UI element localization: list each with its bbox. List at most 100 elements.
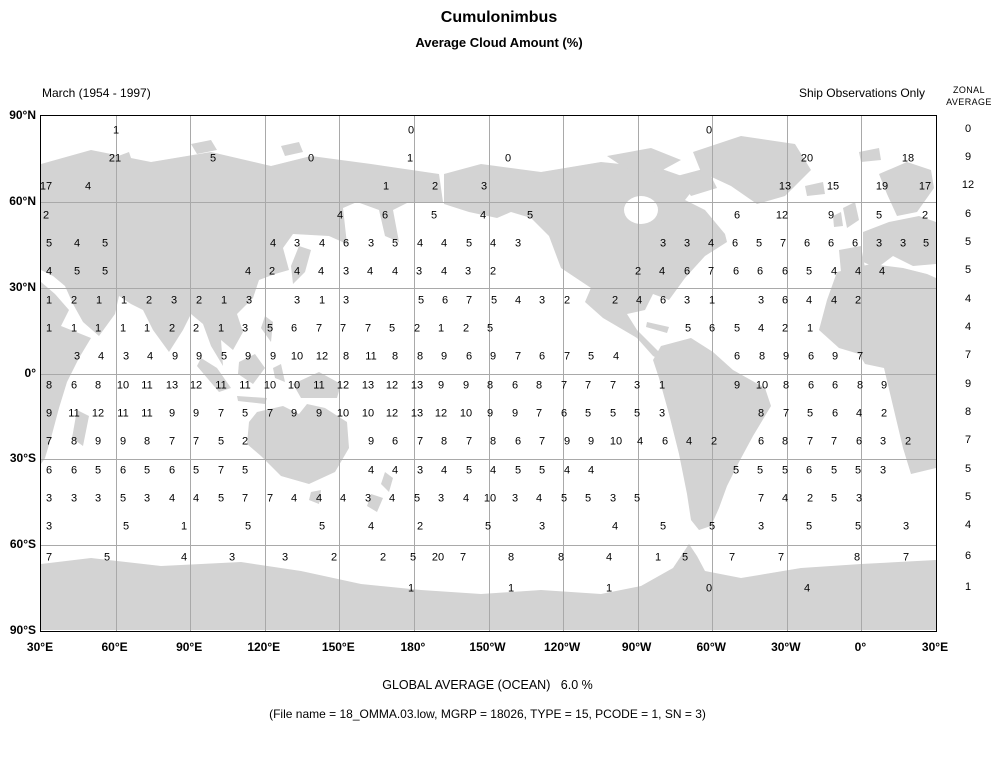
x-axis-tick: 180° (400, 640, 426, 654)
cloud-amount-value: 20 (800, 152, 814, 165)
cloud-amount-value: 7 (779, 237, 787, 250)
cloud-amount-value: 3 (855, 492, 863, 505)
cloud-amount-value: 1 (95, 294, 103, 307)
landmass-africa-east (41, 282, 91, 464)
landmass-svalbard (859, 148, 881, 162)
gridline-horizontal (41, 545, 936, 547)
cloud-amount-value: 2 (611, 294, 619, 307)
cloud-amount-value: 4 (192, 492, 200, 505)
cloud-amount-value: 8 (70, 435, 78, 448)
cloud-amount-value: 2 (268, 265, 276, 278)
map-frame: 1 0 0 21 5 0 1 0 20 18 17 4 1 2 3 13 15 19 17 2 4 6 5 4 5 6 12 9 5 2 5… (40, 115, 937, 632)
cloud-amount-value: 7 (217, 407, 225, 420)
cloud-amount-value: 2 (854, 294, 862, 307)
landmass-philippines (261, 316, 273, 342)
cloud-amount-value: 7 (560, 379, 568, 392)
cloud-amount-value: 3 (364, 492, 372, 505)
cloud-amount-value: 5 (220, 350, 228, 363)
cloud-amount-value: 1 (119, 322, 127, 335)
cloud-amount-value: 5 (684, 322, 692, 335)
x-axis-tick: 30°W (771, 640, 801, 654)
cloud-amount-value: 4 (636, 435, 644, 448)
cloud-amount-value: 7 (339, 322, 347, 335)
cloud-amount-value: 5 (830, 492, 838, 505)
cloud-amount-value: 6 (70, 379, 78, 392)
global-average-label: GLOBAL AVERAGE (OCEAN) 6.0 % (382, 678, 593, 692)
cloud-amount-value: 12 (775, 209, 789, 222)
cloud-amount-value: 9 (827, 209, 835, 222)
cloud-amount-value: 4 (830, 265, 838, 278)
cloud-amount-value: 4 (317, 265, 325, 278)
cloud-amount-value: 9 (119, 435, 127, 448)
cloud-amount-value: 9 (782, 350, 790, 363)
y-axis-tick: 90°N (9, 108, 36, 122)
zonal-average-value: 5 (964, 463, 972, 475)
cloud-amount-value: 1 (382, 180, 390, 193)
zonal-average-value: 12 (961, 179, 975, 191)
cloud-amount-value: 5 (94, 464, 102, 477)
cloud-amount-value: 7 (757, 492, 765, 505)
cloud-amount-value: 2 (634, 265, 642, 278)
cloud-amount-value: 10 (459, 407, 473, 420)
cloud-amount-value: 1 (437, 322, 445, 335)
cloud-amount-value: 8 (856, 379, 864, 392)
cloud-amount-value: 5 (465, 464, 473, 477)
cloud-amount-value: 5 (587, 350, 595, 363)
cloud-amount-value: 1 (45, 294, 53, 307)
y-axis-tick: 30°S (9, 451, 36, 466)
cloud-amount-value: 8 (758, 350, 766, 363)
cloud-amount-value: 2 (880, 407, 888, 420)
cloud-amount-value: 8 (781, 435, 789, 448)
cloud-amount-value: 4 (416, 237, 424, 250)
cloud-amount-value: 5 (391, 237, 399, 250)
cloud-amount-value: 4 (855, 407, 863, 420)
cloud-amount-value: 7 (830, 435, 838, 448)
landmass-iceland (805, 182, 825, 196)
landmass-australia (247, 404, 349, 484)
cloud-amount-value: 3 (281, 551, 289, 564)
cloud-amount-value: 10 (336, 407, 350, 420)
landmass-new-zealand-south (367, 494, 383, 512)
cloud-amount-value: 4 (391, 265, 399, 278)
cloud-amount-value: 2 (563, 294, 571, 307)
cloud-amount-value: 5 (119, 492, 127, 505)
cloud-amount-value: 4 (611, 520, 619, 533)
gridline-horizontal (41, 373, 936, 375)
zonal-average-value: 7 (964, 434, 972, 446)
cloud-amount-value: 1 (45, 322, 53, 335)
cloud-amount-value: 12 (434, 407, 448, 420)
zonal-average-value: 5 (964, 236, 972, 248)
cloud-amount-value: 12 (189, 379, 203, 392)
cloud-amount-value: 4 (146, 350, 154, 363)
cloud-amount-value: 5 (781, 464, 789, 477)
cloud-amount-value: 3 (683, 294, 691, 307)
cloud-amount-value: 6 (119, 464, 127, 477)
cloud-amount-value: 8 (486, 379, 494, 392)
cloud-amount-value: 9 (315, 407, 323, 420)
cloud-amount-value: 4 (805, 294, 813, 307)
x-axis-tick: 90°E (176, 640, 203, 654)
cloud-amount-value: 5 (526, 209, 534, 222)
cloud-amount-value: 4 (830, 294, 838, 307)
cloud-amount-value: 4 (315, 492, 323, 505)
cloud-amount-value: 1 (806, 322, 814, 335)
cloud-amount-value: 4 (612, 350, 620, 363)
cloud-amount-value: 5 (659, 520, 667, 533)
cloud-amount-value: 6 (731, 237, 739, 250)
cloud-amount-value: 8 (557, 551, 565, 564)
cloud-amount-value: 1 (94, 322, 102, 335)
landmass-eurasia (41, 150, 443, 366)
cloud-amount-value: 5 (73, 265, 81, 278)
cloud-amount-value: 4 (658, 265, 666, 278)
landmass-sumatra (197, 358, 231, 392)
cloud-amount-value: 5 (486, 322, 494, 335)
cloud-amount-value: 5 (854, 520, 862, 533)
cloud-amount-value: 3 (480, 180, 488, 193)
cloud-amount-value: 0 (407, 124, 415, 137)
cloud-amount-value: 5 (732, 464, 740, 477)
source-label: Ship Observations Only (798, 86, 925, 100)
cloud-amount-value: 8 (757, 407, 765, 420)
y-axis-tick: 60°N (9, 193, 36, 208)
cloud-amount-value: 2 (416, 520, 424, 533)
cloud-amount-value: 9 (486, 407, 494, 420)
